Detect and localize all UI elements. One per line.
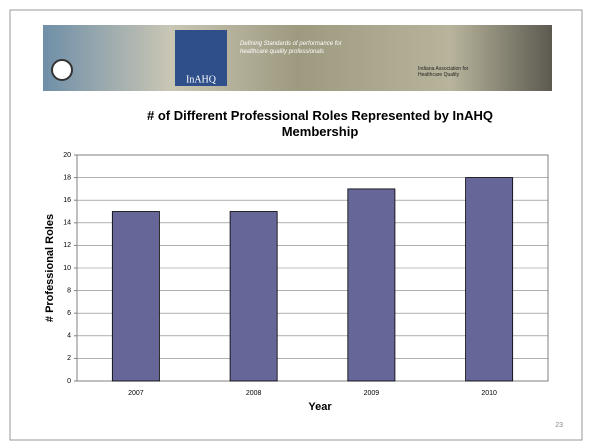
y-tick-label: 20 xyxy=(63,152,71,159)
bar xyxy=(229,211,278,382)
x-tick-label: 2010 xyxy=(481,390,497,397)
x-axis-label: Year xyxy=(308,401,332,413)
y-tick-label: 18 xyxy=(63,174,71,181)
x-tick-label: 2009 xyxy=(364,390,380,397)
y-axis-label: # Professional Roles xyxy=(44,214,56,322)
y-tick-label: 2 xyxy=(67,355,71,362)
banner xyxy=(43,25,552,91)
banner-emblem xyxy=(51,59,73,81)
y-tick-label: 8 xyxy=(67,287,71,294)
logo xyxy=(175,30,227,86)
bar xyxy=(465,177,514,382)
logo-text: InAHQ xyxy=(186,74,217,85)
y-tick-label: 16 xyxy=(63,197,71,204)
bar xyxy=(347,188,396,382)
bar xyxy=(111,211,160,382)
y-tick-label: 6 xyxy=(67,310,71,317)
tagline-box: Defining Standards of performance for he… xyxy=(240,41,342,55)
association-box: Indiana Association for Healthcare Quali… xyxy=(418,66,469,78)
chart-title: # of Different Professional Roles Repres… xyxy=(146,108,494,139)
y-tick-label: 10 xyxy=(63,265,71,272)
association: Indiana Association for Healthcare Quali… xyxy=(418,66,469,78)
y-tick-label: 14 xyxy=(63,220,71,227)
tagline: Defining Standards of performance for he… xyxy=(240,41,342,55)
x-tick-label: 2008 xyxy=(246,390,262,397)
page-number: 23 xyxy=(555,422,563,429)
x-tick-label: 2007 xyxy=(128,390,144,397)
slide-frame xyxy=(9,9,583,441)
y-tick-label: 12 xyxy=(63,242,71,249)
y-tick-label: 0 xyxy=(67,378,71,385)
y-tick-label: 4 xyxy=(67,333,71,340)
